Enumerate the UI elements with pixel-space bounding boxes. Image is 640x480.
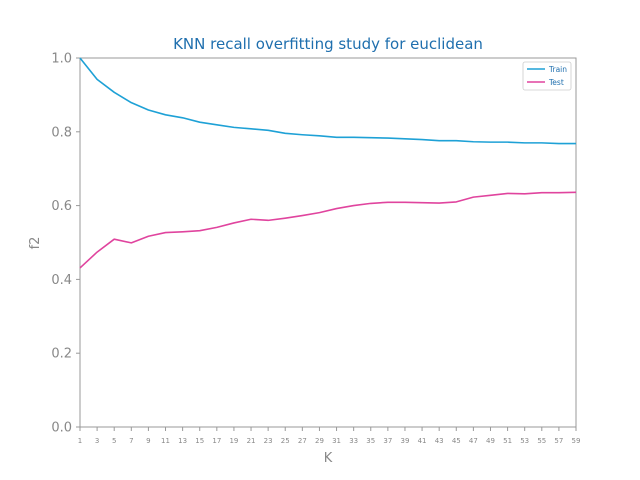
x-tick-label: 7	[129, 437, 133, 445]
x-tick-label: 27	[298, 437, 307, 445]
x-tick-label: 13	[178, 437, 187, 445]
x-axis-label: K	[324, 451, 333, 466]
chart-title: KNN recall overfitting study for euclide…	[173, 35, 483, 53]
y-tick-label: 1.0	[51, 52, 72, 67]
legend-label-test: Test	[548, 78, 564, 87]
y-tick-label: 0.0	[51, 421, 72, 436]
x-tick-label: 37	[383, 437, 392, 445]
plot-area-frame	[79, 57, 577, 428]
y-tick-label: 0.2	[51, 347, 72, 362]
x-tick-label: 59	[572, 437, 581, 445]
x-tick-label: 47	[469, 437, 478, 445]
y-axis: 0.0 0.2 0.4 0.6 0.8 1.0	[51, 52, 80, 436]
x-tick-label: 3	[95, 437, 99, 445]
series-line-test	[79, 191, 577, 269]
x-tick-label: 21	[247, 437, 256, 445]
x-tick-label: 9	[146, 437, 150, 445]
x-tick-label: 43	[435, 437, 444, 445]
legend: Train Test	[522, 61, 572, 91]
series-line-train	[79, 57, 576, 145]
y-tick-label: 0.4	[51, 273, 72, 288]
x-tick-label: 53	[520, 437, 529, 445]
legend-label-train: Train	[548, 65, 567, 74]
x-tick-label: 23	[264, 437, 273, 445]
x-tick-label: 55	[537, 437, 546, 445]
x-tick-label: 25	[281, 437, 290, 445]
x-tick-label: 5	[112, 437, 116, 445]
x-tick-label: 33	[349, 437, 358, 445]
y-axis-label: f2	[28, 237, 43, 250]
x-tick-label: 57	[554, 437, 563, 445]
x-tick-label: 35	[366, 437, 375, 445]
x-tick-label: 51	[503, 437, 512, 445]
x-tick-label: 45	[452, 437, 461, 445]
x-tick-label: 29	[315, 437, 324, 445]
x-tick-label: 41	[418, 437, 427, 445]
x-tick-label: 1	[78, 437, 82, 445]
series-lines	[79, 57, 577, 269]
y-tick-label: 0.8	[51, 125, 72, 140]
x-tick-label: 19	[229, 437, 238, 445]
x-tick-label: 31	[332, 437, 341, 445]
y-tick-label: 0.6	[51, 199, 72, 214]
x-tick-label: 15	[195, 437, 204, 445]
x-tick-label: 49	[486, 437, 495, 445]
x-tick-label: 39	[401, 437, 410, 445]
x-axis: 1 3 5 7 9 11 13 15 17 19 21 23 25 27 29 31 33 35 37 39 41 43 4…	[78, 427, 581, 445]
x-tick-label: 11	[161, 437, 170, 445]
x-tick-label: 17	[212, 437, 221, 445]
